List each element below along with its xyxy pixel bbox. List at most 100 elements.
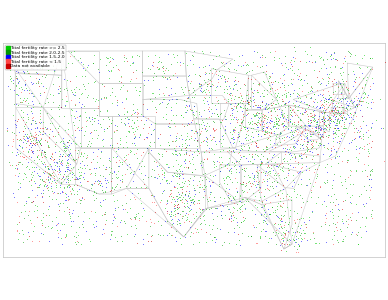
Point <box>328 148 334 153</box>
Point <box>282 101 288 106</box>
Point <box>80 154 86 158</box>
Point <box>39 125 45 130</box>
Point <box>265 79 272 83</box>
Point <box>236 134 242 138</box>
Point <box>300 151 307 156</box>
Point <box>264 156 270 161</box>
Point <box>319 76 325 81</box>
Point <box>159 176 165 181</box>
Point <box>232 163 239 167</box>
Point <box>233 68 239 72</box>
Point <box>343 125 349 130</box>
Point <box>284 159 290 164</box>
Point <box>312 166 318 171</box>
Point <box>281 118 287 123</box>
Point <box>245 127 251 132</box>
Point <box>38 223 45 227</box>
Point <box>212 103 218 107</box>
Point <box>45 132 52 137</box>
Point <box>368 145 374 150</box>
Point <box>334 227 340 232</box>
Point <box>38 190 44 195</box>
Point <box>225 160 231 165</box>
Point <box>305 218 312 223</box>
Point <box>203 135 209 140</box>
Point <box>348 114 354 119</box>
Point <box>23 140 29 145</box>
Point <box>29 81 35 86</box>
Point <box>301 136 308 141</box>
Point <box>138 118 144 122</box>
Point <box>206 223 212 228</box>
Point <box>129 117 135 122</box>
Point <box>328 116 334 121</box>
Point <box>305 123 312 128</box>
Point <box>120 238 126 243</box>
Point <box>63 185 69 190</box>
Point <box>140 241 146 246</box>
Point <box>287 162 293 167</box>
Point <box>289 81 295 86</box>
Point <box>184 211 190 216</box>
Point <box>304 139 310 144</box>
Point <box>64 184 70 189</box>
Point <box>187 234 193 239</box>
Point <box>111 214 117 219</box>
Point <box>260 218 266 223</box>
Point <box>342 108 348 113</box>
Point <box>198 158 204 163</box>
Point <box>249 208 255 213</box>
Point <box>292 112 298 117</box>
Point <box>143 135 149 140</box>
Point <box>137 84 143 89</box>
Point <box>275 221 281 226</box>
Point <box>39 66 45 71</box>
Point <box>118 79 124 84</box>
Point <box>342 197 348 202</box>
Point <box>196 151 203 156</box>
Point <box>59 222 65 226</box>
Point <box>206 124 212 129</box>
Point <box>221 180 227 185</box>
Point <box>97 57 104 62</box>
Point <box>329 108 335 113</box>
Point <box>11 101 17 106</box>
Point <box>158 60 164 64</box>
Point <box>300 230 307 235</box>
Point <box>206 62 212 67</box>
Point <box>279 113 285 118</box>
Point <box>295 108 301 113</box>
Point <box>116 158 122 162</box>
Point <box>207 191 213 196</box>
Point <box>361 162 367 167</box>
Point <box>25 148 31 153</box>
Point <box>241 143 247 148</box>
Point <box>192 72 198 76</box>
Point <box>248 136 254 141</box>
Point <box>359 86 365 91</box>
Point <box>229 113 236 118</box>
Point <box>311 170 317 175</box>
Point <box>31 178 37 183</box>
Point <box>71 54 77 59</box>
Point <box>217 203 223 208</box>
Point <box>288 128 294 132</box>
Point <box>299 169 305 174</box>
Point <box>288 133 294 138</box>
Point <box>121 58 127 63</box>
Point <box>249 181 255 185</box>
Point <box>62 145 68 150</box>
Point <box>343 212 349 217</box>
Point <box>87 167 93 171</box>
Point <box>72 128 78 132</box>
Point <box>287 208 293 213</box>
Point <box>55 234 61 239</box>
Point <box>58 162 64 167</box>
Point <box>282 152 288 157</box>
Point <box>201 157 207 162</box>
Point <box>197 175 203 179</box>
Point <box>23 86 29 91</box>
Point <box>251 198 258 203</box>
Point <box>268 166 275 171</box>
Point <box>69 132 75 137</box>
